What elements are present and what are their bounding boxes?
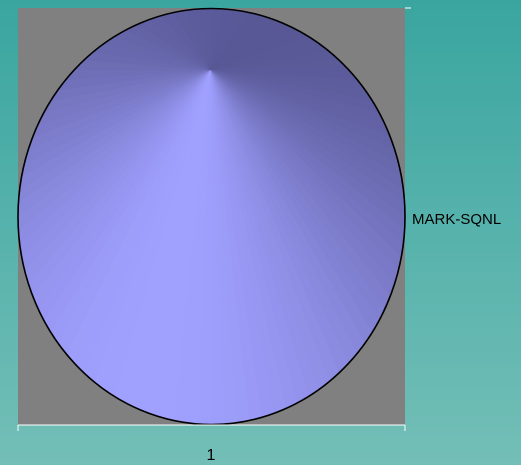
- pie-slice-group: [17, 7, 406, 426]
- legend-series-label: MARK-SQNL: [412, 211, 501, 228]
- x-tick-label: 1: [207, 447, 216, 464]
